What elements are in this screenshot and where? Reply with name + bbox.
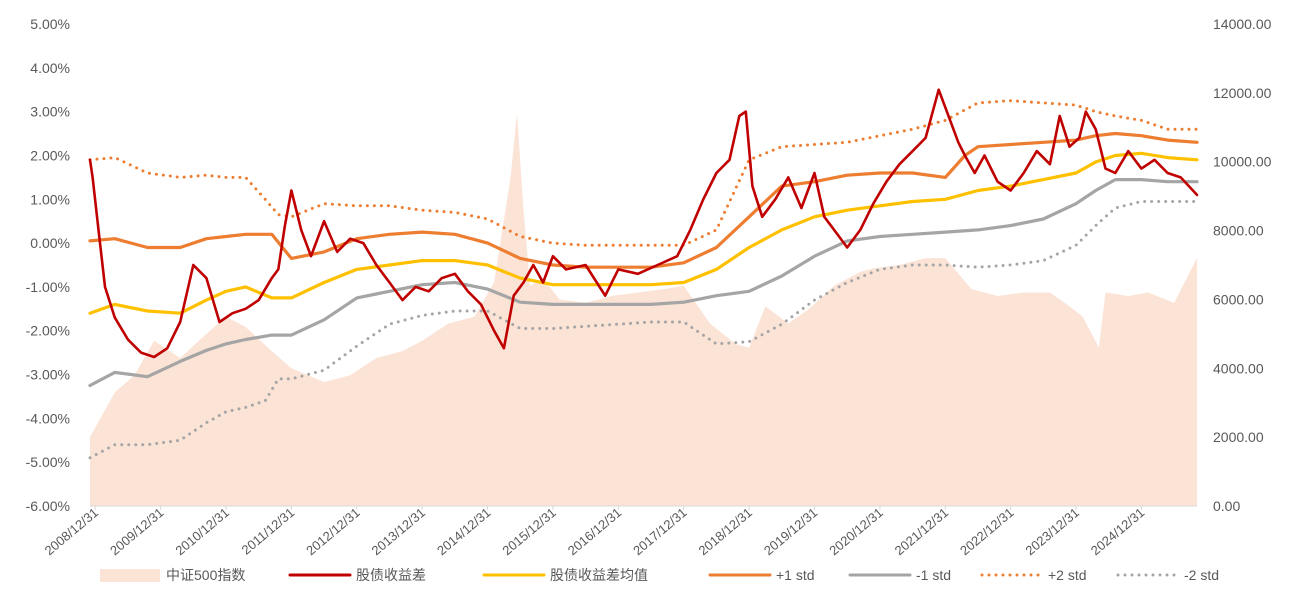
y-right-tick-label: 8000.00 [1213, 223, 1264, 239]
x-tick-label: 2012/12/31 [303, 505, 362, 558]
legend-label: 中证500指数 [166, 567, 245, 583]
legend-item-plus-2-std: +2 std [980, 567, 1087, 583]
plus-1-std-line [88, 131, 1199, 269]
x-tick-label: 2021/12/31 [892, 505, 951, 558]
legend-item-minus-2-std: -2 std [1116, 567, 1219, 583]
legend-label: -2 std [1184, 567, 1219, 583]
x-tick-label: 2011/12/31 [239, 505, 298, 558]
legend-label: 股债收益差均值 [550, 567, 648, 583]
y-right-tick-label: 10000.00 [1213, 154, 1272, 170]
x-tick-label: 2015/12/31 [499, 505, 558, 558]
legend-item-minus-1-std: -1 std [848, 567, 951, 583]
x-tick-label: 2013/12/31 [369, 505, 428, 558]
x-tick-label: 2023/12/31 [1022, 505, 1081, 558]
legend-label: 股债收益差 [356, 567, 426, 583]
x-tick-label: 2016/12/31 [565, 505, 624, 558]
minus-2-std-line [88, 200, 1199, 460]
y-right-tick-label: 12000.00 [1213, 85, 1272, 101]
equity-bond-spread-line [88, 88, 1199, 359]
y-right-tick-label: 2000.00 [1213, 429, 1264, 445]
legend-swatch [100, 569, 160, 582]
legend-item-equity-bond-spread-mean: 股债收益差均值 [482, 567, 648, 583]
minus-1-std-line [88, 178, 1199, 388]
y-right-tick-label: 6000.00 [1213, 291, 1264, 307]
legend-item-csi500-index: 中证500指数 [100, 567, 245, 583]
x-tick-label: 2010/12/31 [172, 505, 231, 558]
y-left-tick-label: 4.00% [30, 60, 70, 76]
legend-item-plus-1-std: +1 std [708, 567, 815, 583]
y-left-tick-label: -5.00% [26, 454, 70, 470]
x-tick-label: 2018/12/31 [696, 505, 755, 558]
legend-label: +2 std [1048, 567, 1087, 583]
x-tick-label: 2024/12/31 [1088, 505, 1147, 558]
x-tick-label: 2022/12/31 [957, 505, 1016, 558]
y-left-tick-label: 0.00% [30, 235, 70, 251]
y-left-tick-label: 2.00% [30, 147, 70, 163]
x-tick-label: 2019/12/31 [761, 505, 820, 558]
y-left-tick-label: -1.00% [26, 279, 70, 295]
y-left-tick-label: 1.00% [30, 191, 70, 207]
x-tick-label: 2017/12/31 [630, 505, 689, 558]
area-layer [90, 113, 1197, 506]
equity-bond-spread-mean-line [88, 151, 1199, 315]
legend-label: -1 std [916, 567, 951, 583]
x-tick-label: 2009/12/31 [107, 505, 166, 558]
legend-item-equity-bond-spread: 股债收益差 [288, 567, 426, 583]
legend: 中证500指数 股债收益差 股债收益差均值 +1 std -1 std +2 std -2 … [100, 567, 1219, 583]
csi500-index-area [90, 113, 1197, 506]
plus-2-std-line [88, 99, 1199, 247]
y-left-tick-label: -3.00% [26, 367, 70, 383]
y-left-tick-label: 3.00% [30, 104, 70, 120]
lines-layer [88, 88, 1199, 460]
x-tick-label: 2020/12/31 [826, 505, 885, 558]
y-left-tick-label: 5.00% [30, 16, 70, 32]
y-right-tick-label: 0.00 [1213, 498, 1240, 514]
y-left-tick-label: -2.00% [26, 323, 70, 339]
x-tick-label: 2014/12/31 [434, 505, 493, 558]
y-left-tick-label: -4.00% [26, 410, 70, 426]
y-left-tick-label: -6.00% [26, 498, 70, 514]
y-right-tick-label: 14000.00 [1213, 16, 1272, 32]
legend-label: +1 std [776, 567, 815, 583]
y-right-tick-label: 4000.00 [1213, 360, 1264, 376]
